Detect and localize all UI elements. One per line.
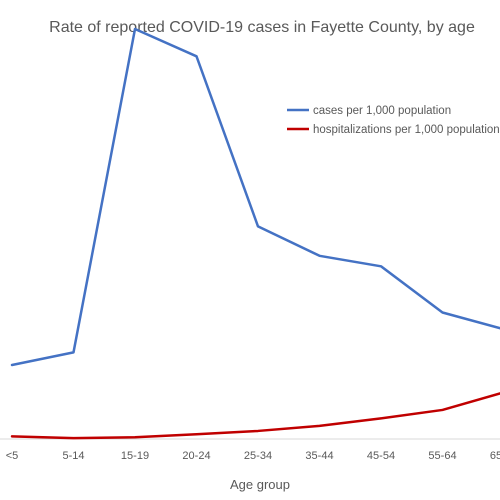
legend-item: hospitalizations per 1,000 population [287,124,500,136]
legend-label: hospitalizations per 1,000 population [313,124,500,136]
series-line-2 [10,392,500,440]
legend: cases per 1,000 population hospitalizatio… [287,105,500,136]
x-tick-label: 5-14 [62,450,84,462]
x-axis-title: Age group [230,477,290,492]
legend-item: cases per 1,000 population [287,105,451,117]
x-tick-label: 45-54 [367,450,395,462]
x-tick-label: 15-19 [121,450,149,462]
legend-label: cases per 1,000 population [313,105,451,117]
plot-area [0,27,500,440]
x-tick-label: 35-44 [305,450,333,462]
x-tick-label: 55-64 [428,450,456,462]
x-tick-label: <5 [6,450,19,462]
x-tick-label: 65-74 [490,450,500,462]
x-axis-tick-labels: <5 5-14 15-19 20-24 25-34 35-44 45-54 55-64 65-7… [6,450,500,462]
x-tick-label: 20-24 [182,450,210,462]
series-line-1 [10,27,500,367]
x-tick-label: 25-34 [244,450,272,462]
chart-title: Rate of reported COVID-19 cases in Fayet… [49,19,475,36]
